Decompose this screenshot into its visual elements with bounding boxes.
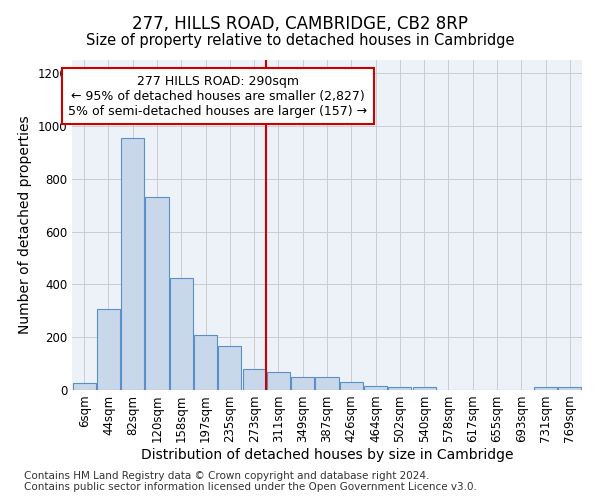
Bar [145,198,169,390]
Bar [388,388,412,390]
Text: 277 HILLS ROAD: 290sqm
← 95% of detached houses are smaller (2,827)
5% of semi-d: 277 HILLS ROAD: 290sqm ← 95% of detached… [68,74,367,118]
Bar [559,388,581,390]
Text: 277, HILLS ROAD, CAMBRIDGE, CB2 8RP: 277, HILLS ROAD, CAMBRIDGE, CB2 8RP [132,15,468,33]
Bar [534,388,557,390]
Bar [291,377,314,390]
Bar [97,310,120,390]
Text: Size of property relative to detached houses in Cambridge: Size of property relative to detached ho… [86,32,514,48]
Bar [364,386,387,390]
Bar [170,278,193,390]
Bar [413,388,436,390]
Bar [316,377,338,390]
X-axis label: Distribution of detached houses by size in Cambridge: Distribution of detached houses by size … [141,448,513,462]
Bar [242,369,266,390]
Bar [194,334,217,390]
Bar [340,382,363,390]
Bar [218,346,241,390]
Y-axis label: Number of detached properties: Number of detached properties [18,116,32,334]
Bar [121,138,144,390]
Text: Contains HM Land Registry data © Crown copyright and database right 2024.
Contai: Contains HM Land Registry data © Crown c… [24,471,477,492]
Bar [73,384,95,390]
Bar [267,372,290,390]
